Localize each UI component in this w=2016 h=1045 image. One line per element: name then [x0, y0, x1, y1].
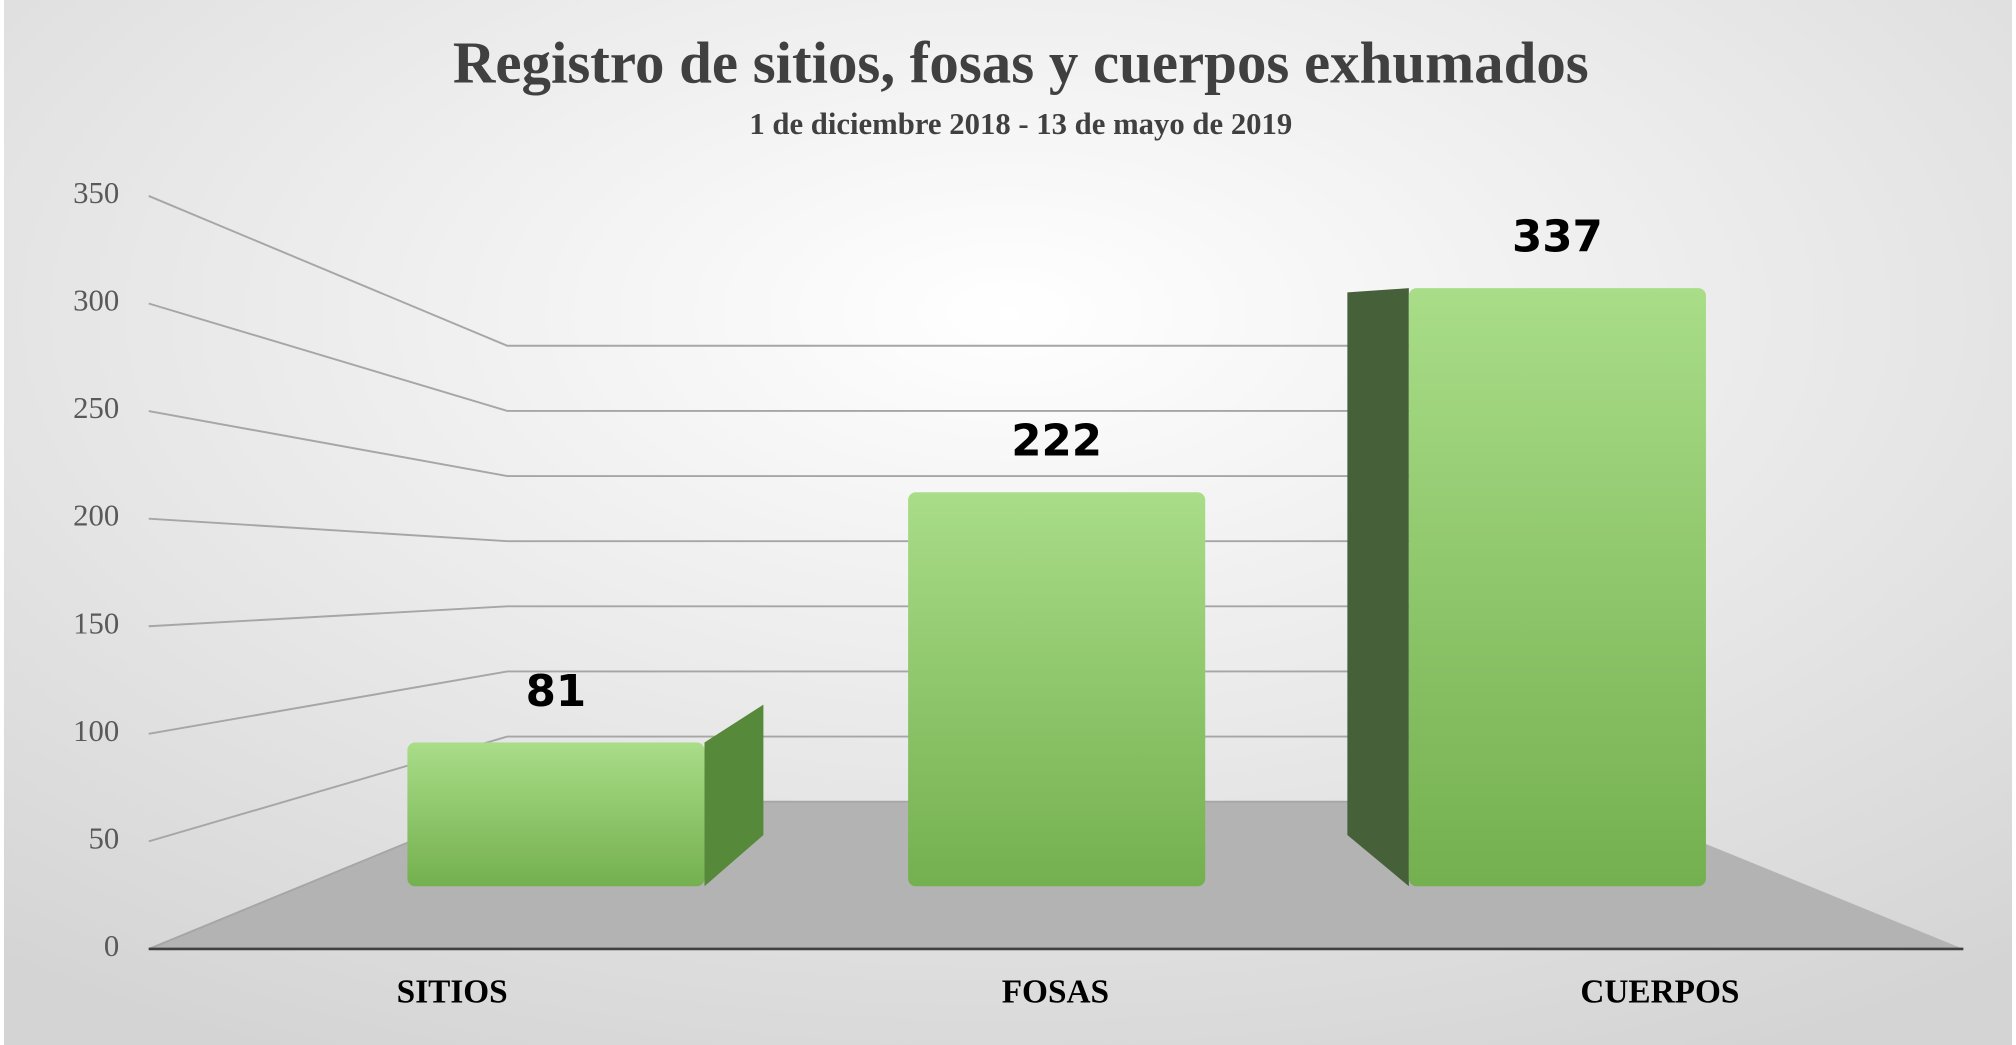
value-label: 337 [1512, 212, 1603, 262]
bar-side [704, 704, 764, 887]
chart-title: Registro de sitios, fosas y cuerpos exhu… [453, 31, 1589, 96]
x-tick-label: SITIOS [397, 974, 508, 1011]
grid-line [148, 517, 1603, 543]
grid-line [148, 670, 1603, 735]
y-tick-label: 150 [73, 606, 119, 640]
grid-line [148, 302, 1603, 412]
y-tick-label: 300 [73, 284, 119, 318]
bar-side [1347, 288, 1409, 887]
grid-line [148, 735, 1603, 843]
grid-line [148, 410, 1603, 477]
grid-line [148, 195, 1603, 347]
x-tick-label: FOSAS [1002, 974, 1109, 1011]
y-tick-label: 200 [73, 499, 119, 533]
y-tick-label: 250 [73, 391, 119, 425]
y-tick-label: 0 [104, 929, 119, 963]
plot: 0 50 100 150 200 250 300 350 SITIOS 81 FOSAS 222 CUE… [73, 176, 1964, 1011]
grid-line [148, 605, 1603, 628]
y-tick-label: 50 [89, 821, 120, 855]
bar [908, 492, 1206, 887]
y-tick-label: 350 [73, 176, 119, 210]
bar [407, 742, 705, 887]
bar [1408, 288, 1706, 887]
value-label: 222 [1011, 417, 1102, 467]
x-tick-label: CUERPOS [1580, 974, 1739, 1011]
chart-subtitle: 1 de diciembre 2018 - 13 de mayo de 2019 [749, 107, 1292, 141]
y-tick-label: 100 [73, 714, 119, 748]
value-label: 81 [526, 667, 587, 717]
